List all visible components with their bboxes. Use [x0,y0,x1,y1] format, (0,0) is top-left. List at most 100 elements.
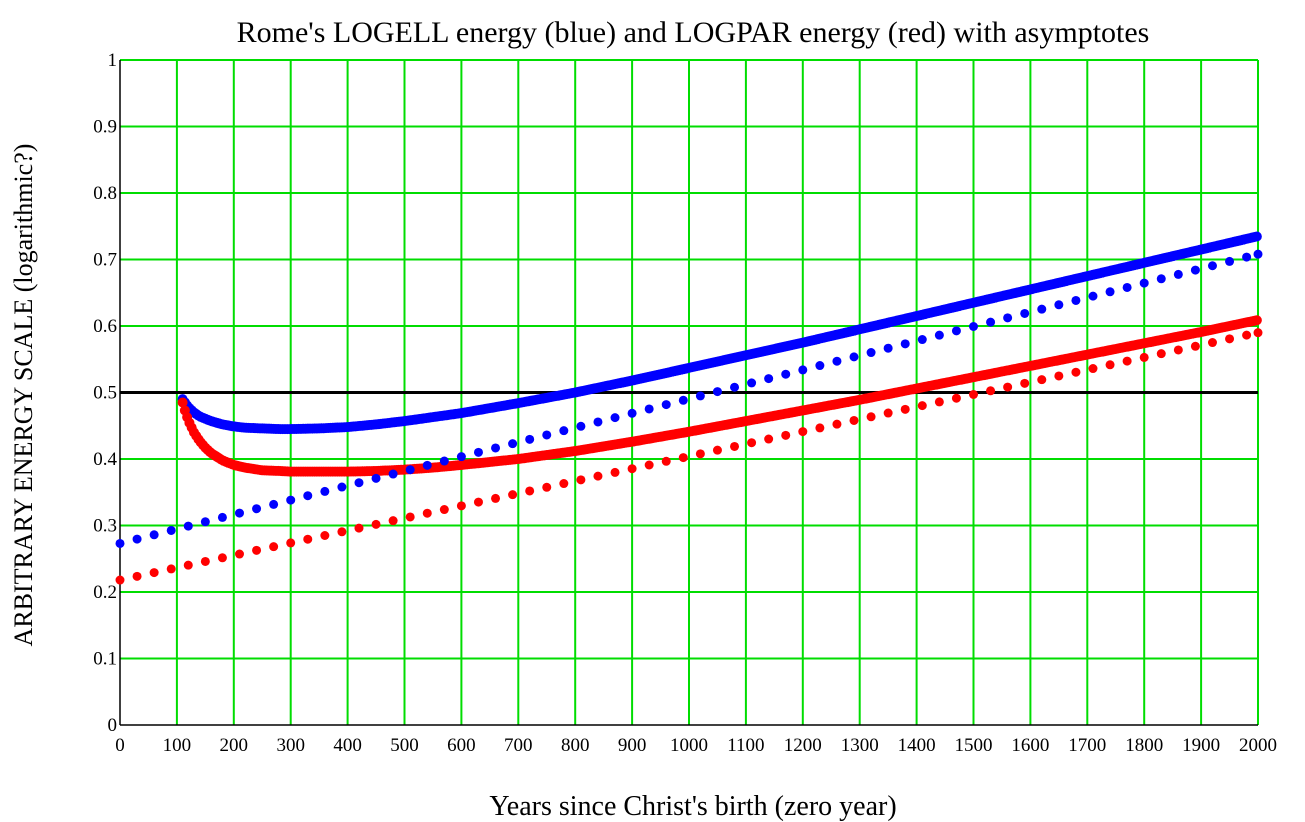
data-point [1105,360,1115,370]
data-point [337,527,347,537]
data-point [593,471,603,481]
data-point [115,575,125,585]
x-tick-label: 1300 [841,735,879,756]
data-point [337,482,347,492]
data-point [678,453,688,463]
data-point [1105,287,1115,297]
data-point [730,441,740,451]
x-tick-label: 1000 [670,735,708,756]
data-point [951,393,961,403]
x-axis-label: Years since Christ's birth (zero year) [489,791,896,822]
data-point [508,439,518,449]
data-point [1242,252,1252,262]
data-point [166,525,176,535]
data-point [1251,231,1262,242]
series-1 [177,315,1262,477]
data-point [1251,315,1262,326]
data-point [900,404,910,414]
data-point [1020,308,1030,318]
data-point [1088,364,1098,374]
data-point [217,553,227,563]
y-tick-label: 0.7 [93,250,117,271]
data-point [832,419,842,429]
data-point [525,486,535,496]
data-point [712,445,722,455]
x-tick-label: 700 [504,735,533,756]
data-point [1088,291,1098,301]
y-tick-label: 0.1 [93,649,117,670]
data-point [1020,378,1030,388]
x-tick-label: 1500 [955,735,993,756]
data-point [456,452,466,462]
data-point [1225,334,1235,344]
data-point [559,426,569,436]
data-point [200,517,210,527]
data-point [1253,249,1263,259]
data-point [166,564,176,574]
data-point [559,479,569,489]
data-point [439,505,449,515]
x-tick-label: 300 [276,735,305,756]
series-3 [115,328,1263,585]
series-0 [177,231,1262,435]
tick-labels: 0 100 200 300 400 500 600 700 800 900 1000 1100 1200… [93,50,1277,756]
data-point [183,560,193,570]
x-tick-label: 1700 [1068,735,1106,756]
data-point [388,469,398,479]
data-point [354,478,364,488]
data-point [132,534,142,544]
data-point [234,508,244,518]
data-point [149,568,159,578]
data-point [883,343,893,353]
data-point [1122,282,1132,292]
data-point [115,538,125,548]
data-point [149,530,159,540]
data-point [951,326,961,336]
data-point [576,421,586,431]
y-axis-label: ARBITRARY ENERGY SCALE (logarithmic?) [9,144,38,647]
data-point [286,538,296,548]
data-point [883,408,893,418]
data-point [969,389,978,399]
data-point [747,378,757,388]
x-tick-label: 400 [333,735,362,756]
data-point [661,400,671,410]
data-point [1054,300,1064,310]
y-tick-label: 0.2 [93,582,117,603]
data-point [234,549,244,559]
x-tick-label: 500 [390,735,419,756]
data-point [1253,328,1263,338]
data-point [1242,330,1252,340]
x-tick-label: 600 [447,735,476,756]
data-point [1190,341,1200,351]
data-point [781,430,791,440]
data-point [269,542,279,552]
data-point [525,434,535,444]
data-point [1156,274,1166,284]
data-point [320,531,330,541]
data-point [627,464,637,474]
data-point [132,571,142,581]
y-tick-label: 0.6 [93,316,117,337]
x-tick-label: 1800 [1125,735,1163,756]
data-point [252,504,262,514]
data-point [1139,278,1149,288]
data-point [1054,371,1064,381]
data-point [1122,356,1132,366]
data-point [678,395,688,405]
data-point [576,475,586,485]
data-point [269,499,279,509]
data-point [712,387,722,397]
data-point [422,508,432,518]
data-point [388,516,398,526]
y-tick-label: 0.8 [93,183,117,204]
data-point [627,408,637,418]
data-point [320,486,330,496]
data-point [473,497,483,507]
data-point [183,521,193,531]
data-point [815,361,825,371]
data-point [610,467,620,477]
data-point [764,374,774,384]
x-tick-label: 100 [163,735,192,756]
data-point [200,556,210,566]
